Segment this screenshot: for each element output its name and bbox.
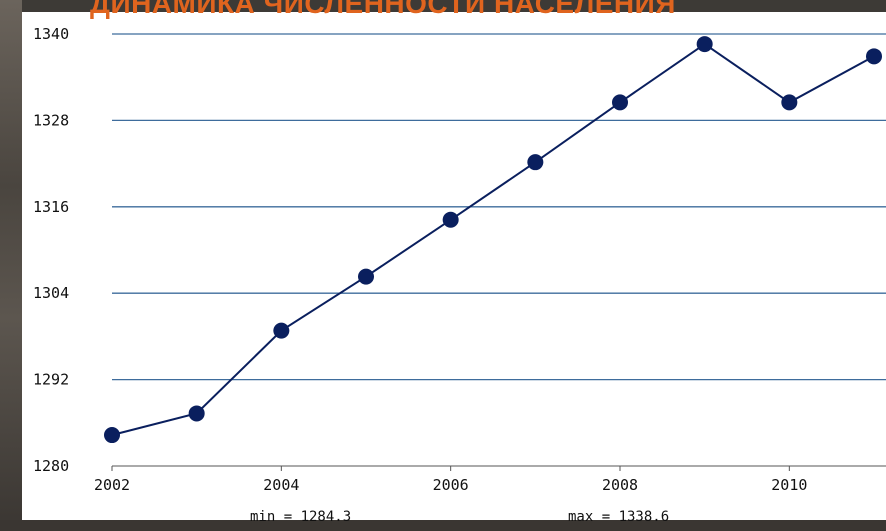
axes (111, 465, 886, 471)
min-label: min = 1284.3 (250, 509, 351, 525)
y-tick-label-1328: 1328 (33, 111, 69, 129)
background-bottom-strip (0, 520, 886, 531)
data-point-2004 (273, 322, 290, 339)
series-polyline (111, 42, 875, 436)
data-point-2003 (188, 405, 205, 422)
max-label: max = 1338.6 (568, 509, 669, 525)
y-tick-label-1316: 1316 (33, 198, 69, 216)
chart-panel (22, 12, 886, 520)
x-tick-label-2010: 2010 (771, 476, 807, 494)
data-point-2006 (442, 211, 459, 228)
y-tick-label-1304: 1304 (33, 284, 69, 302)
data-point-2002 (104, 427, 120, 444)
y-tick-labels: 1280 1292 1304 1316 1328 1340 (33, 25, 69, 475)
slide-title: ДИНАМИКА ЧИСЛЕННОСТИ НАСЕЛЕНИЯ (90, 0, 676, 19)
y-tick-label-1340: 1340 (33, 25, 69, 43)
background-left-strip (0, 0, 22, 531)
y-tick-label-1292: 1292 (33, 371, 69, 389)
data-points (104, 36, 882, 444)
series-line (111, 42, 875, 436)
data-point-2007 (527, 154, 544, 171)
x-tick-label-2004: 2004 (263, 476, 299, 494)
x-tick-labels: 2002 2004 2006 2008 2010 (94, 476, 807, 494)
x-tick-label-2006: 2006 (433, 476, 469, 494)
x-tick-label-2002: 2002 (94, 476, 130, 494)
data-point-2008 (612, 94, 628, 111)
data-point-2011 (866, 48, 882, 65)
gridlines (112, 33, 886, 381)
y-tick-label-1280: 1280 (33, 457, 69, 475)
x-tick-label-2008: 2008 (602, 476, 638, 494)
data-point-2010 (781, 94, 798, 111)
data-point-2005 (358, 268, 374, 285)
data-point-2009 (696, 36, 713, 53)
